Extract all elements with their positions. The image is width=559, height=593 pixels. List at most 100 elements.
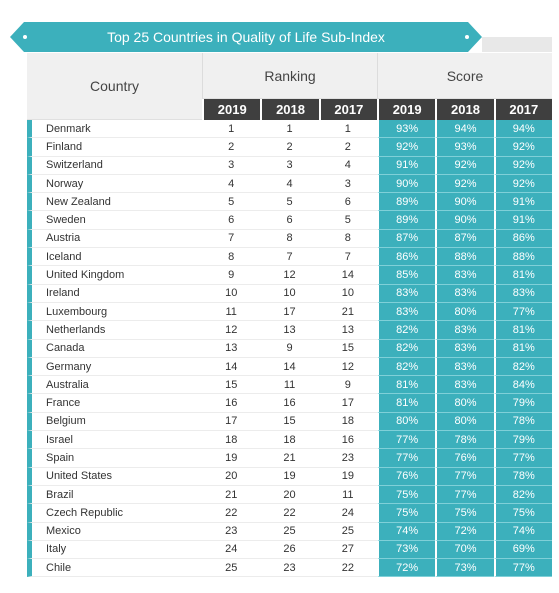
score-cell: 92%: [377, 138, 436, 157]
rank-cell: 5: [318, 211, 377, 230]
rank-cell: 9: [202, 266, 261, 285]
table-row: Canada 13 9 15 82% 83% 81%: [27, 339, 552, 358]
rank-cell: 10: [318, 285, 377, 303]
rank-cell: 14: [202, 358, 261, 377]
country-cell: Spain: [27, 449, 203, 468]
rank-cell: 22: [318, 559, 377, 578]
table-row: United Kingdom 9 12 14 85% 83% 81%: [27, 266, 552, 285]
rank-cell: 12: [260, 266, 319, 285]
rank-cell: 22: [260, 504, 319, 523]
score-cell: 86%: [377, 248, 436, 267]
rank-cell: 6: [318, 193, 377, 212]
rank-cell: 23: [318, 449, 377, 468]
rank-cell: 7: [318, 248, 377, 267]
score-cell: 80%: [435, 394, 494, 413]
score-cell: 79%: [493, 394, 552, 413]
bullet-dot-left: [23, 35, 27, 39]
rank-cell: 26: [260, 541, 319, 560]
rank-cell: 25: [260, 523, 319, 541]
score-cell: 75%: [377, 485, 436, 505]
score-cell: 78%: [493, 412, 552, 432]
score-cell: 73%: [435, 559, 494, 578]
rank-cell: 7: [260, 248, 319, 267]
country-cell: Australia: [27, 376, 203, 395]
header-ranking: Ranking: [202, 53, 377, 99]
country-cell: Italy: [27, 540, 203, 560]
score-cell: 83%: [377, 284, 436, 303]
rank-cell: 21: [318, 303, 377, 322]
score-cell: 94%: [435, 120, 494, 139]
rank-cell: 9: [260, 340, 319, 358]
rank-cell: 11: [202, 303, 261, 322]
table-body: Denmark 1 1 1 93% 94% 94% Finland 2 2 2 92% 93% 92% Sw…: [27, 120, 552, 578]
rank-cell: 24: [318, 504, 377, 523]
score-cell: 77%: [435, 485, 494, 505]
country-cell: United States: [27, 467, 203, 486]
score-cell: 93%: [377, 120, 436, 139]
country-cell: Norway: [27, 174, 203, 194]
score-cell: 93%: [435, 138, 494, 157]
header-ranking-year: 2019: [202, 99, 261, 120]
rank-cell: 18: [318, 413, 377, 432]
score-cell: 88%: [435, 248, 494, 267]
score-cell: 82%: [377, 357, 436, 377]
score-cell: 82%: [493, 485, 552, 505]
score-cell: 92%: [435, 156, 494, 175]
table-row: Austria 7 8 8 87% 87% 86%: [27, 229, 552, 249]
score-cell: 76%: [435, 449, 494, 468]
score-cell: 83%: [435, 357, 494, 377]
score-cell: 83%: [377, 302, 436, 322]
table-row: Iceland 8 7 7 86% 88% 88%: [27, 248, 552, 267]
table-row: Switzerland 3 3 4 91% 92% 92%: [27, 156, 552, 175]
score-cell: 74%: [493, 522, 552, 541]
score-cell: 81%: [377, 376, 436, 395]
rank-cell: 12: [318, 358, 377, 377]
rank-cell: 4: [318, 157, 377, 175]
page-title: Top 25 Countries in Quality of Life Sub-…: [107, 29, 385, 45]
score-cell: 88%: [493, 248, 552, 267]
score-cell: 87%: [435, 229, 494, 249]
score-cell: 79%: [493, 431, 552, 450]
score-cell: 92%: [493, 156, 552, 175]
rank-cell: 1: [260, 120, 319, 139]
table-row: Australia 15 11 9 81% 83% 84%: [27, 376, 552, 395]
rank-cell: 12: [202, 321, 261, 340]
table-row: Germany 14 14 12 82% 83% 82%: [27, 357, 552, 377]
score-cell: 89%: [377, 193, 436, 212]
score-cell: 90%: [435, 211, 494, 230]
rank-cell: 5: [202, 193, 261, 212]
score-cell: 78%: [493, 467, 552, 486]
country-cell: Netherlands: [27, 321, 203, 340]
score-cell: 82%: [377, 321, 436, 340]
score-cell: 83%: [435, 321, 494, 340]
rank-cell: 2: [260, 138, 319, 157]
table-row: Sweden 6 6 5 89% 90% 91%: [27, 211, 552, 230]
rank-cell: 13: [202, 340, 261, 358]
country-cell: Sweden: [27, 211, 203, 230]
rank-cell: 14: [318, 266, 377, 285]
header-score-year: 2018: [435, 99, 494, 120]
table-row: Israel 18 18 16 77% 78% 79%: [27, 431, 552, 450]
table-row: United States 20 19 19 76% 77% 78%: [27, 467, 552, 486]
rank-cell: 9: [318, 376, 377, 395]
rank-cell: 5: [260, 193, 319, 212]
rank-cell: 19: [202, 449, 261, 468]
score-cell: 77%: [493, 449, 552, 468]
score-cell: 92%: [493, 174, 552, 194]
rank-cell: 1: [202, 120, 261, 139]
score-cell: 89%: [377, 211, 436, 230]
table-row: Ireland 10 10 10 83% 83% 83%: [27, 284, 552, 303]
table-row: Finland 2 2 2 92% 93% 92%: [27, 138, 552, 157]
score-cell: 90%: [435, 193, 494, 212]
ranking-table: Country Ranking Score 2019 2018 2017 201…: [27, 53, 552, 578]
score-cell: 83%: [435, 376, 494, 395]
rank-cell: 8: [260, 230, 319, 249]
score-cell: 81%: [493, 321, 552, 340]
score-cell: 77%: [493, 302, 552, 322]
bullet-dot-right: [465, 35, 469, 39]
score-cell: 92%: [435, 174, 494, 194]
rank-cell: 21: [260, 449, 319, 468]
score-cell: 91%: [493, 211, 552, 230]
rank-cell: 7: [202, 230, 261, 249]
table-row: Chile 25 23 22 72% 73% 77%: [27, 559, 552, 578]
